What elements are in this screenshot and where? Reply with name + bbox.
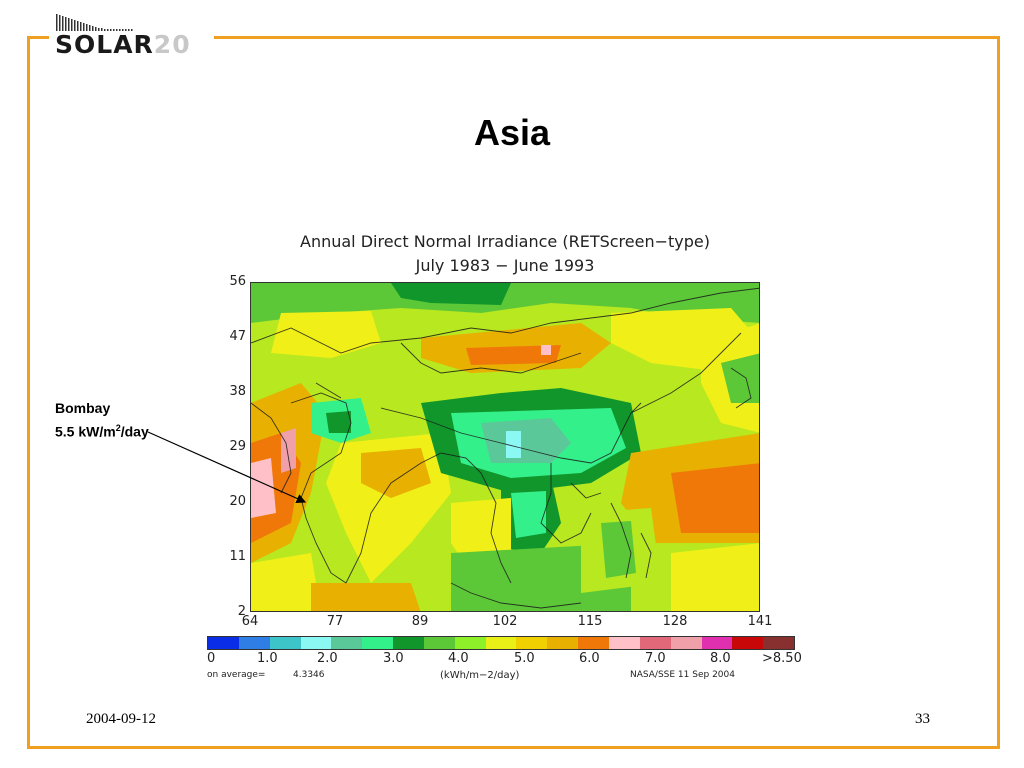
bombay-value-exponent: 2 [115,423,121,433]
scale-label: 4.0 [448,651,469,666]
frame-bottom-line [27,746,1000,749]
average-label: on average= [207,670,266,680]
color-scale-labels: 0 1.0 2.0 3.0 4.0 5.0 6.0 7.0 8.0 >8.50 [207,651,807,667]
scale-swatch [763,637,795,649]
x-tick-label: 128 [662,614,688,629]
bombay-value: 5.5 kW/m2/day [55,418,149,442]
scale-swatch [300,637,332,649]
scale-label: 8.0 [710,651,731,666]
logo-wordmark: SOLAR20 [55,32,191,57]
color-scale-legend [207,636,795,650]
frame-top-right-line [214,36,1000,39]
frame-top-left-line [27,36,49,39]
figure-title: Annual Direct Normal Irradiance (RETScre… [240,230,770,278]
scale-label: >8.50 [762,651,802,666]
scale-swatch [608,637,640,649]
y-axis: 56 47 38 29 20 11 2 [210,272,246,622]
scale-label: 5.0 [514,651,535,666]
scale-swatch [454,637,486,649]
y-tick-label: 11 [229,549,246,564]
logo-number: 20 [153,30,191,59]
scale-label: 1.0 [257,651,278,666]
irradiance-map-graphic [251,283,759,611]
scale-swatch [578,637,609,649]
scale-swatch [331,637,363,649]
scale-swatch [516,637,548,649]
scale-label: 7.0 [645,651,666,666]
x-tick-label: 77 [326,614,344,629]
logo-word: SOLAR [55,30,154,59]
logo-bars-icon [56,14,133,31]
y-tick-label: 2 [237,604,246,619]
slide-title: Asia [473,112,551,153]
bombay-value-prefix: 5.5 kW/m [55,423,116,440]
average-value: 4.3346 [293,670,325,680]
scale-swatch [670,637,702,649]
y-tick-label: 38 [229,384,246,399]
x-tick-label: 141 [747,614,773,629]
frame-right-line [997,36,1000,749]
scale-swatch [362,637,394,649]
x-tick-label: 102 [492,614,518,629]
y-tick-label: 56 [229,274,246,289]
scale-swatch [423,637,455,649]
scale-swatch [639,637,671,649]
bombay-annotation: Bombay 5.5 kW/m2/day [55,398,149,442]
y-tick-label: 29 [229,439,246,454]
scale-swatch [485,637,517,649]
bombay-value-suffix: /day [120,423,149,440]
source-label: NASA/SSE 11 Sep 2004 [630,670,735,680]
scale-label: 6.0 [579,651,600,666]
scale-label: 0 [207,651,216,666]
scale-swatch [238,637,270,649]
x-tick-label: 64 [241,614,259,629]
scale-label: 3.0 [383,651,404,666]
x-tick-label: 115 [577,614,603,629]
scale-swatch [269,637,301,649]
solar20-logo: SOLAR20 [55,12,215,62]
figure-title-line2: July 1983 − June 1993 [415,256,595,275]
scale-swatch [547,637,579,649]
scale-swatch [393,637,424,649]
bombay-label: Bombay [55,400,111,416]
scale-swatch [732,637,764,649]
x-axis: 64 77 89 102 115 128 141 [230,614,790,632]
y-tick-label: 47 [229,329,246,344]
page-number: 33 [915,711,930,727]
x-tick-label: 89 [411,614,429,629]
figure-title-line1: Annual Direct Normal Irradiance (RETScre… [300,232,710,251]
frame-left-line [27,36,30,749]
unit-label: (kWh/m−2/day) [440,670,520,681]
y-tick-label: 20 [229,494,246,509]
scale-swatch [208,637,239,649]
scale-label: 2.0 [317,651,338,666]
irradiance-map [250,282,760,612]
scale-swatch [701,637,733,649]
footer-date: 2004-09-12 [86,711,156,727]
